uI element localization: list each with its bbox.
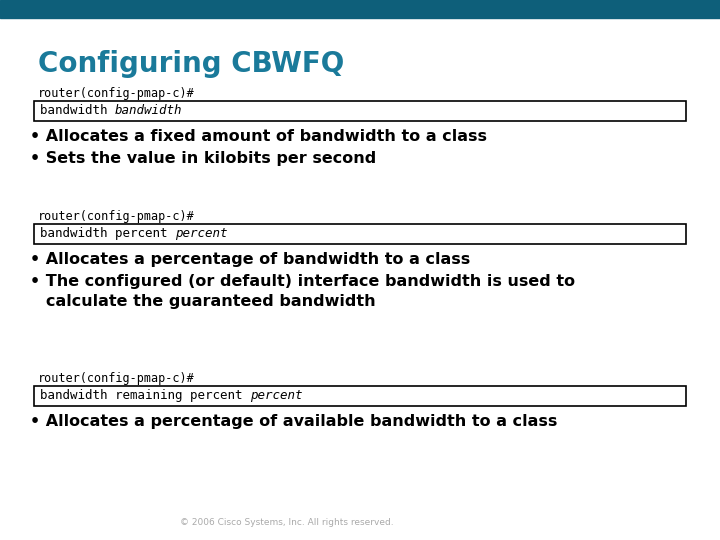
FancyBboxPatch shape xyxy=(34,101,686,121)
Text: bandwidth remaining percent: bandwidth remaining percent xyxy=(40,389,250,402)
Text: • Sets the value in kilobits per second: • Sets the value in kilobits per second xyxy=(30,151,377,166)
Text: bandwidth percent: bandwidth percent xyxy=(40,227,175,240)
Text: bandwidth: bandwidth xyxy=(40,105,115,118)
Text: percent: percent xyxy=(175,227,228,240)
Text: router(config-pmap-c)#: router(config-pmap-c)# xyxy=(38,210,194,223)
Text: • The configured (or default) interface bandwidth is used to: • The configured (or default) interface … xyxy=(30,274,575,289)
Text: calculate the guaranteed bandwidth: calculate the guaranteed bandwidth xyxy=(46,294,376,309)
Text: router(config-pmap-c)#: router(config-pmap-c)# xyxy=(38,372,194,385)
Text: router(config-pmap-c)#: router(config-pmap-c)# xyxy=(38,87,194,100)
Text: Configuring CBWFQ: Configuring CBWFQ xyxy=(38,50,344,78)
Text: percent: percent xyxy=(251,389,303,402)
FancyBboxPatch shape xyxy=(34,386,686,406)
Text: • Allocates a fixed amount of bandwidth to a class: • Allocates a fixed amount of bandwidth … xyxy=(30,129,487,144)
Bar xyxy=(0,0,720,18)
FancyBboxPatch shape xyxy=(34,224,686,244)
Text: • Allocates a percentage of available bandwidth to a class: • Allocates a percentage of available ba… xyxy=(30,414,557,429)
Text: © 2006 Cisco Systems, Inc. All rights reserved.: © 2006 Cisco Systems, Inc. All rights re… xyxy=(180,518,394,527)
Text: • Allocates a percentage of bandwidth to a class: • Allocates a percentage of bandwidth to… xyxy=(30,252,470,267)
Text: bandwidth: bandwidth xyxy=(115,105,183,118)
